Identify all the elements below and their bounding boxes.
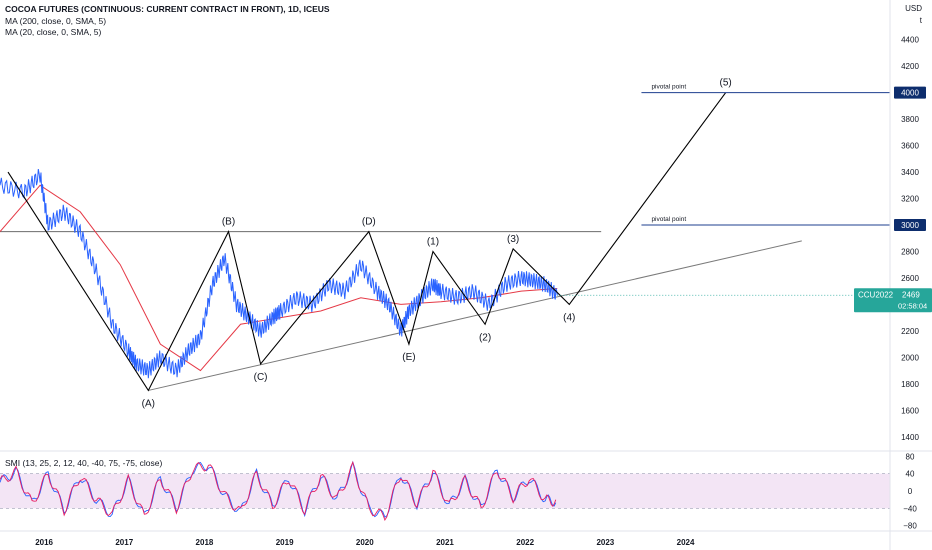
time-tick-label: 2018 (196, 538, 214, 547)
chart-title: COCOA FUTURES (CONTINUOUS: CURRENT CONTR… (5, 4, 330, 14)
wave-label: (A) (142, 398, 155, 409)
price-tick-label: 1800 (901, 380, 919, 389)
wave-label: (D) (362, 217, 376, 228)
unit-label: t (919, 16, 922, 25)
wave-label: (3) (507, 234, 519, 245)
time-tick-label: 2020 (356, 538, 374, 547)
ticker-tag-price: 2469 (902, 290, 920, 299)
wave-label: (2) (479, 332, 491, 343)
time-tick-label: 2021 (436, 538, 454, 547)
pivot-label: pivotal point (651, 216, 686, 223)
price-tick-label: 2200 (901, 327, 919, 336)
time-tick-label: 2017 (115, 538, 133, 547)
pivot-label: pivotal point (651, 84, 686, 91)
pivot-price-tag-text: 4000 (901, 89, 919, 98)
price-tick-label: 4400 (901, 36, 919, 45)
ticker-tag-symbol: CCU2022 (858, 290, 894, 299)
wave-label: (C) (254, 372, 268, 383)
price-tick-label: 3200 (901, 195, 919, 204)
wave-label: (B) (222, 217, 235, 228)
support-trendline (148, 240, 802, 391)
price-tick-label: 4200 (901, 62, 919, 71)
smi-tick-label: 40 (906, 470, 915, 479)
wave-label: (5) (720, 78, 732, 89)
smi-tick-label: −80 (903, 522, 917, 531)
smi-band (0, 473, 890, 509)
price-tick-label: 3800 (901, 115, 919, 124)
price-tick-label: 3400 (901, 168, 919, 177)
price-tick-label: 2000 (901, 353, 919, 362)
ticker-tag (854, 288, 932, 313)
currency-label: USD (905, 4, 922, 13)
pivot-price-tag-text: 3000 (901, 221, 919, 230)
time-tick-label: 2019 (276, 538, 294, 547)
time-tick-label: 2023 (596, 538, 614, 547)
smi-tick-label: 80 (906, 452, 915, 461)
wave-label: (1) (427, 236, 439, 247)
smi-tick-label: 0 (908, 487, 913, 496)
price-tick-label: 3600 (901, 142, 919, 151)
oscillator-pane (0, 460, 890, 522)
ma200-line (0, 184, 558, 372)
price-tick-label: 1400 (901, 433, 919, 442)
pivot-price-tag (894, 86, 926, 99)
smi-legend: SMI (13, 25, 2, 12, 40, -40, 75, -75, cl… (5, 458, 163, 468)
wave-label: (4) (563, 312, 575, 323)
ma200-legend: MA (200, close, 0, SMA, 5) (5, 16, 107, 26)
time-tick-label: 2024 (677, 538, 695, 547)
ticker-tag-time: 02:58:04 (898, 301, 927, 310)
price-pane: (A) (B) (C) (D) (E) (1) (2) (3) (4) (5) pivotal po… (0, 78, 890, 409)
ma20-legend: MA (20, close, 0, SMA, 5) (5, 27, 102, 37)
time-tick-label: 2022 (516, 538, 534, 547)
smi-tick-label: −40 (903, 504, 917, 513)
elliott-wave-path (7, 92, 727, 392)
time-tick-label: 2016 (35, 538, 53, 547)
pivot-price-tag (894, 219, 926, 231)
price-tick-label: 2600 (901, 274, 919, 283)
price-tick-label: 1600 (901, 406, 919, 415)
wave-label: (E) (402, 352, 415, 363)
price-tick-label: 2800 (901, 247, 919, 256)
price-line (0, 168, 558, 379)
smi-signal-line (0, 460, 557, 522)
